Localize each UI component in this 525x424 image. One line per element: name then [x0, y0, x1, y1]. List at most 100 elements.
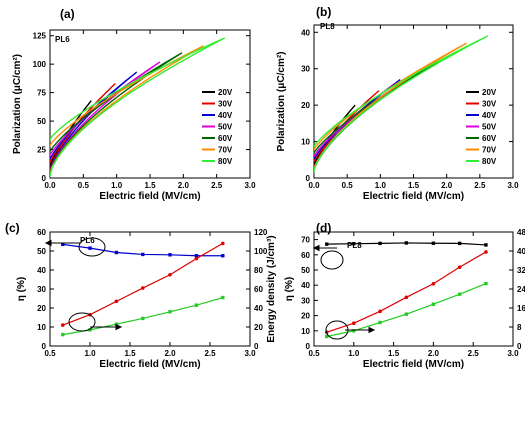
- y-tick-label: 20: [37, 304, 46, 313]
- y-tick-label: 0: [42, 174, 47, 183]
- legend-label: 30V: [482, 100, 497, 109]
- data-point: [168, 272, 172, 277]
- highlight-ellipse: [320, 250, 344, 270]
- x-tick-label: 1.5: [124, 349, 136, 358]
- panel-tag: (a): [60, 7, 75, 21]
- y-tick-label: 70: [301, 236, 310, 245]
- y2-tick-label: 20: [254, 323, 263, 332]
- x-tick-label: 1.5: [388, 349, 400, 358]
- y-tick-label: 10: [37, 323, 46, 332]
- data-point: [457, 265, 462, 269]
- panel-tag: (d): [316, 221, 331, 235]
- y-tick-label: 20: [301, 101, 310, 110]
- highlight-ellipse: [325, 320, 349, 340]
- y-tick-label: 20: [301, 312, 310, 321]
- hysteresis-loop: [314, 68, 424, 172]
- data-point: [141, 252, 145, 257]
- annotation: [44, 237, 123, 332]
- y-tick-label: 40: [301, 28, 310, 37]
- hysteresis-loop: [314, 57, 446, 173]
- y-tick-label: 50: [37, 247, 46, 256]
- data-point: [484, 281, 488, 286]
- x-tick-label: 3.0: [507, 181, 519, 190]
- data-point: [88, 246, 92, 250]
- hysteresis-loop: [50, 45, 204, 178]
- arrow-head: [44, 239, 52, 247]
- x-axis-label: Electric field (MV/cm): [99, 191, 200, 202]
- y2-tick-label: 32: [517, 266, 525, 275]
- y2-tick-label: 16: [517, 304, 525, 313]
- legend-label: 20V: [218, 88, 233, 97]
- y-tick-label: 0: [306, 174, 311, 183]
- x-tick-label: 0.5: [308, 349, 320, 358]
- x-tick-label: 1.0: [84, 349, 96, 358]
- x-tick-label: 2.5: [204, 349, 216, 358]
- legend-label: 80V: [482, 157, 497, 166]
- data-point: [378, 309, 382, 314]
- data-point: [457, 292, 462, 296]
- hysteresis-loop: [314, 35, 489, 174]
- sample-label: PL6: [80, 236, 95, 245]
- legend-label: 30V: [218, 100, 233, 109]
- y2-tick-label: 48: [517, 228, 525, 237]
- data-point: [404, 241, 409, 245]
- panel-tag: (c): [5, 221, 20, 235]
- series-line: [326, 282, 487, 338]
- y-tick-label: 50: [301, 266, 310, 275]
- panel-tag: (b): [316, 5, 331, 19]
- data-point: [431, 302, 436, 306]
- legend-label: 70V: [482, 146, 497, 155]
- data-point: [378, 241, 382, 246]
- legend-label: 50V: [218, 123, 233, 132]
- sample-label: PL6: [55, 35, 70, 44]
- y2-axis-label: Energy density (J/cm³): [266, 235, 277, 342]
- arrow-head: [115, 323, 123, 331]
- sample-label: PL8: [347, 241, 362, 250]
- data-point: [221, 295, 225, 300]
- plot-frame: [313, 231, 514, 347]
- plot-frame: [49, 231, 251, 347]
- legend-label: 60V: [482, 134, 497, 143]
- y-axis-label: η (%): [284, 277, 295, 301]
- data-point: [352, 321, 356, 326]
- x-axis-label: Electric field (MV/cm): [363, 191, 464, 202]
- data-point: [194, 254, 199, 258]
- y2-tick-label: 0: [254, 342, 259, 351]
- data-point: [457, 241, 462, 246]
- y2-tick-label: 0: [517, 342, 522, 351]
- x-tick-label: 0.0: [308, 181, 320, 190]
- x-tick-label: 1.5: [144, 181, 156, 190]
- x-tick-label: 1.0: [111, 181, 123, 190]
- x-tick-label: 2.5: [474, 181, 486, 190]
- panel-d: 0.5 1.0 1.5 2.0 2.5 3.00102030405060700816243…: [284, 221, 525, 370]
- legend-label: 40V: [482, 111, 497, 120]
- y-tick-label: 50: [37, 117, 46, 126]
- data-point: [194, 303, 199, 307]
- data-point: [88, 328, 92, 332]
- annotation: [312, 244, 376, 340]
- highlight-ellipse: [68, 312, 96, 332]
- data-point: [221, 241, 225, 246]
- data-point: [168, 310, 172, 314]
- y-tick-label: 75: [37, 89, 46, 98]
- panel-b: 0.0 0.5 1.0 1.5 2.0 2.5 3.0 0 10 20 30 40 Electric f…: [276, 5, 519, 202]
- y-tick-label: 30: [37, 285, 46, 294]
- y-tick-label: 10: [301, 327, 310, 336]
- y-tick-label: 0: [42, 342, 47, 351]
- data-point: [168, 253, 172, 257]
- y-tick-label: 0: [306, 342, 311, 351]
- y2-tick-label: 120: [254, 228, 268, 237]
- data-point: [194, 256, 199, 261]
- data-point: [114, 250, 119, 255]
- y-axis-label: η (%): [16, 277, 27, 301]
- y-tick-label: 125: [33, 32, 47, 41]
- x-tick-label: 0.5: [342, 181, 354, 190]
- panel-c: 0.5 1.0 1.5 2.0 2.5 3.00102030405060020406080…: [5, 221, 277, 370]
- hysteresis-loop: [50, 61, 161, 176]
- series-line: [326, 251, 487, 333]
- data-point: [61, 242, 65, 247]
- arrow-head: [312, 244, 320, 252]
- x-tick-label: 2.0: [428, 349, 440, 358]
- data-point: [114, 299, 119, 304]
